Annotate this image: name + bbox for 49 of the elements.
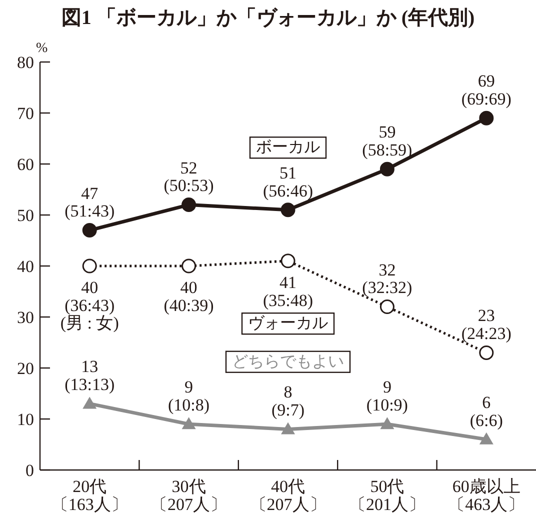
xtick: 60歳以上〔463人〕: [448, 477, 525, 514]
ytick: 30: [17, 308, 34, 327]
point: [380, 300, 394, 314]
point: [182, 417, 196, 430]
xtick: 40代〔207人〕: [250, 477, 326, 514]
data-label: 41 (35:48): [262, 272, 314, 310]
ytick: 20: [17, 359, 34, 378]
data-label: 9 (10:9): [366, 378, 408, 414]
xtick: 30代〔207人〕: [150, 477, 228, 514]
ytick: 10: [17, 410, 34, 429]
data-label: 40 (40:39): [164, 278, 214, 315]
data-label: 69 (69:69): [461, 72, 512, 108]
series-name: ボーカル: [256, 139, 320, 156]
point: [82, 396, 97, 409]
point: [380, 162, 394, 176]
point: [479, 110, 494, 126]
chart-title: 図1 「ボーカル」か「ヴォーカル」か (年代別): [61, 7, 475, 29]
point: [280, 202, 296, 218]
point: [280, 254, 296, 268]
data-label: 8 (9:7): [271, 382, 305, 420]
xtick: 50代〔201人〕: [348, 477, 426, 514]
point: [479, 345, 494, 360]
data-label: 23 (24:23): [461, 306, 512, 344]
point: [82, 223, 97, 238]
point: [380, 417, 394, 430]
ytick: 40: [17, 257, 34, 276]
point: [182, 258, 196, 274]
point: [281, 422, 295, 434]
data-label: 52 (50:53): [164, 158, 214, 196]
point: [82, 258, 97, 274]
data-label: 6 (6:6): [470, 392, 503, 430]
ytick: 0: [26, 461, 34, 480]
data-label: 9 (10:8): [168, 378, 210, 414]
data-label: 40 (36:43) (男 : 女): [60, 278, 119, 333]
point: [479, 432, 494, 444]
ytick: 80: [17, 53, 34, 72]
ytick: 50: [17, 206, 34, 225]
data-label: 32 (32:32): [362, 260, 412, 298]
data-label: 51 (56:46): [262, 163, 314, 200]
data-label: 13 (13:13): [64, 357, 115, 394]
data-label: 59 (58:59): [362, 122, 412, 160]
y-axis-title: %: [36, 41, 48, 56]
series-name: どちらでもよい: [232, 353, 344, 370]
xtick: 20代〔163人〕: [51, 477, 128, 514]
series-name: ヴォーカル: [248, 315, 328, 332]
data-label: 47 (51:43): [64, 184, 115, 221]
ytick: 60: [17, 155, 34, 174]
ytick: 70: [17, 104, 34, 123]
point: [182, 198, 196, 212]
